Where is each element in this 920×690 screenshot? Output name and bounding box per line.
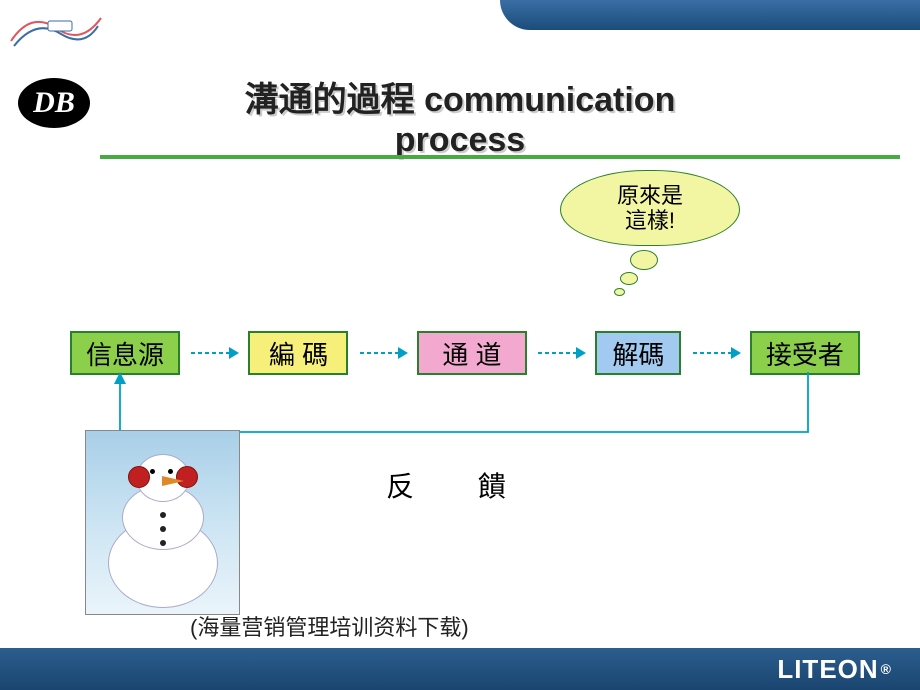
decorative-squiggle-icon [6,6,106,56]
registered-icon: ® [881,661,892,677]
flow-node-receiver: 接受者 [750,331,860,375]
thought-bubble-main: 原來是 這樣! [560,170,740,246]
arrow-icon [691,344,741,362]
flow-node-decode: 解碼 [595,331,681,375]
flow-node-channel: 通 道 [417,331,527,375]
title-line1: 溝通的過程 communication [0,72,920,121]
arrow-icon [358,344,408,362]
title-underline [100,155,900,159]
footer-caption: (海量营销管理培训资料下载) [190,610,469,648]
thought-trail-icon [630,250,658,270]
thought-trail-icon [614,288,625,296]
top-banner [500,0,920,30]
snowman-illustration [85,430,240,615]
thought-line2: 這樣! [617,208,683,233]
arrow-icon [189,344,239,362]
flow-node-encode: 編 碼 [248,331,348,375]
footer-bar: LITEON ® [0,648,920,690]
arrow-icon [536,344,586,362]
flow-node-source: 信息源 [70,331,180,375]
slide-title: 溝通的過程 communication process [0,72,920,160]
thought-line1: 原來是 [617,183,683,208]
thought-bubble: 原來是 這樣! [560,170,740,260]
thought-trail-icon [620,272,638,285]
footer-logo: LITEON [777,654,878,685]
flowchart: 信息源 編 碼 通 道 解碼 接受者 [70,328,860,378]
